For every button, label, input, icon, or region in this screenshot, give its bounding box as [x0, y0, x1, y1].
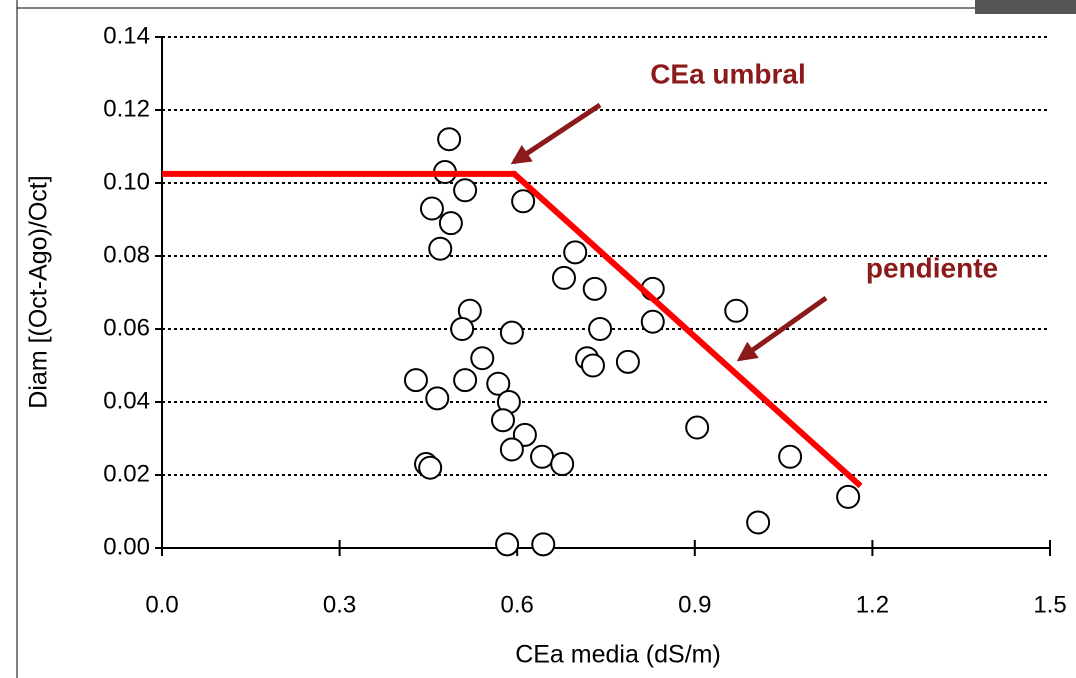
data-point [550, 452, 575, 477]
data-point [530, 444, 555, 469]
data-point [588, 317, 613, 341]
x-tick-label: 0.3 [323, 591, 356, 618]
data-point [563, 240, 588, 265]
x-axis-title: CEa media (dS/m) [515, 641, 721, 669]
x-tick-label: 1.5 [1033, 591, 1066, 618]
y-tick-label: 0.06 [103, 314, 150, 341]
data-point [453, 368, 478, 393]
data-point [580, 353, 605, 378]
fit-line [162, 170, 863, 489]
y-tick-label: 0.12 [103, 95, 150, 122]
data-point [640, 309, 665, 334]
data-point [531, 532, 556, 557]
x-tick-label: 0.0 [145, 591, 178, 618]
y-tick-label: 0.04 [103, 387, 150, 414]
data-point [419, 196, 444, 221]
y-tick-label: 0.08 [103, 241, 150, 268]
data-point [778, 444, 803, 469]
y-tick-label: 0.10 [103, 168, 150, 195]
annotation-arrow [510, 102, 602, 165]
annotation: pendiente [866, 252, 998, 283]
data-point [418, 455, 443, 480]
data-point [403, 368, 428, 393]
y-tick-label: 0.02 [103, 460, 150, 487]
data-point [836, 484, 861, 509]
data-point [499, 320, 524, 345]
y-tick-label: 0.00 [103, 533, 150, 560]
data-point [685, 415, 710, 440]
data-point [425, 386, 450, 411]
data-point [438, 211, 463, 236]
data-point [551, 265, 576, 290]
data-point [490, 408, 515, 433]
annotation-arrow [736, 295, 828, 362]
data-point [437, 127, 462, 152]
x-tick-label: 1.2 [856, 591, 889, 618]
data-point [615, 349, 640, 374]
data-point [428, 236, 453, 261]
data-point [486, 371, 511, 396]
y-axis-title: Diam [(Oct-Ago)/Oct] [25, 175, 53, 408]
data-point [495, 532, 520, 557]
x-tick-label: 0.9 [678, 591, 711, 618]
data-point [746, 510, 771, 535]
data-point [453, 178, 478, 203]
data-point [499, 437, 524, 462]
data-point [450, 317, 475, 341]
x-tick-label: 0.6 [501, 591, 534, 618]
data-point [470, 346, 495, 371]
data-point [511, 189, 536, 214]
y-tick-label: 0.14 [103, 22, 150, 49]
data-point [724, 298, 749, 323]
background-image-corner [975, 0, 1076, 14]
annotation: CEa umbral [650, 58, 806, 89]
data-point [582, 276, 607, 301]
